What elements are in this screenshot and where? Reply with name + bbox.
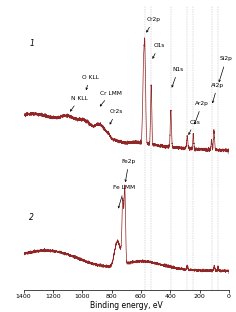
Text: Fe LMM: Fe LMM: [113, 185, 135, 208]
Text: Cr LMM: Cr LMM: [100, 90, 122, 106]
Text: Cr2p: Cr2p: [147, 17, 161, 32]
Text: Al2p: Al2p: [211, 83, 224, 103]
Text: Cr2s: Cr2s: [110, 109, 123, 124]
Text: Fe2p: Fe2p: [122, 159, 136, 182]
Text: C1s: C1s: [189, 119, 200, 134]
Text: O KLL: O KLL: [81, 75, 98, 90]
Text: N1s: N1s: [172, 67, 184, 87]
Text: O1s: O1s: [153, 43, 165, 58]
Text: N KLL: N KLL: [70, 96, 88, 111]
X-axis label: Binding energy, eV: Binding energy, eV: [90, 301, 163, 310]
Text: Si2p: Si2p: [219, 56, 233, 82]
Text: 1: 1: [30, 39, 34, 48]
Text: 2: 2: [30, 213, 34, 222]
Text: Ar2p: Ar2p: [194, 101, 209, 124]
